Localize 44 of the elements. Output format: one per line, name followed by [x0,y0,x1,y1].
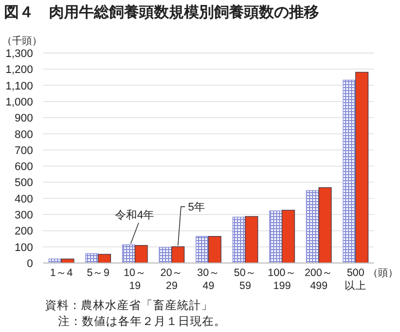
y-tick-label: 1,100 [5,80,33,92]
text: 令和4年 [115,208,154,222]
bar [122,244,136,264]
x-tick-label: 100～ 199 [268,267,296,292]
x-tick-label: 20～ 29 [160,267,184,292]
bar [134,245,148,264]
bar [171,246,185,264]
y-tick-label: 0 [26,258,33,270]
bar [269,210,282,264]
y-tick-label: 100 [14,242,33,254]
bar [342,80,356,264]
text: 5年 [188,202,206,214]
bar [208,236,222,264]
y-axis-title: （千頭） [2,35,42,47]
bar [282,210,295,264]
y-tick-label: 1,200 [5,64,33,76]
x-tick-label: 1～4 [50,267,73,279]
x-tick-label: 50～ 59 [234,267,257,292]
y-tick-label: 800 [14,128,33,141]
y-tick-label: 700 [14,144,33,157]
bar [244,216,258,264]
y-tick-label: 1,000 [5,96,33,108]
x-tick-label: 5～9 [86,267,110,279]
bar [158,246,172,264]
x-axis-title: （頭） [368,268,398,279]
x-tick-label: 200～ 499 [304,267,334,292]
bar [355,72,368,264]
y-tick-label: 300 [14,210,33,222]
bar [232,216,246,264]
x-tick-label: 30～ 49 [197,267,220,292]
x-tick-label: 500 以上 [344,267,367,292]
bar [318,187,332,264]
y-tick-label: 1,300 [5,48,33,60]
chart-title: 図４ 肉用牛総飼養頭数規模別飼養頭数の推移 [4,4,319,21]
y-tick-label: 200 [14,226,33,238]
y-tick-label: 500 [14,177,33,190]
y-tick-label: 900 [14,112,33,125]
bar [196,236,209,264]
x-tick-label: 10～ 19 [124,267,146,292]
text: 注：数値は各年２月１日現在。 [58,314,226,328]
y-tick-label: 400 [14,193,33,206]
text: 資料：農林水産省「畜産統計」 [45,298,213,312]
bar [306,190,320,264]
y-tick-label: 600 [14,161,33,174]
